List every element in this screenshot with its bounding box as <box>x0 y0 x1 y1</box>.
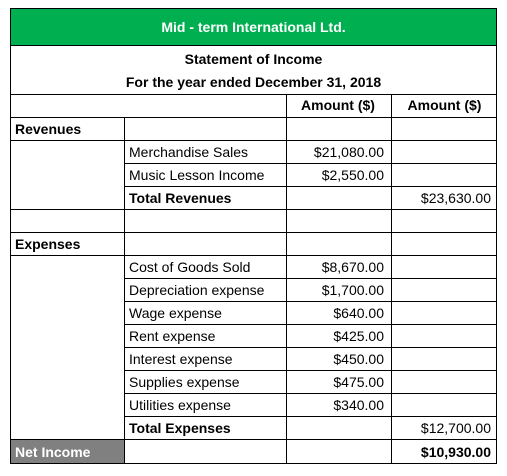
revenues-label: Revenues <box>15 121 82 137</box>
grid-line <box>10 209 497 210</box>
grid-line <box>10 117 497 118</box>
expense-item-amount: $450.00 <box>333 351 384 367</box>
grid-line <box>10 439 497 440</box>
col-header-amount-1: Amount ($) <box>301 97 375 113</box>
expense-item-label: Interest expense <box>129 351 233 367</box>
revenue-item-label: Merchandise Sales <box>129 144 249 160</box>
expense-item-amount: $1,700.00 <box>321 282 384 298</box>
expense-item-label: Utilities expense <box>129 397 231 413</box>
grid-line <box>10 94 497 95</box>
grid-line <box>124 186 497 187</box>
grid-line <box>10 463 497 464</box>
expense-item-label: Rent expense <box>129 328 216 344</box>
grid-line <box>124 301 497 302</box>
grid-line <box>124 324 497 325</box>
expense-item-amount: $475.00 <box>333 374 384 390</box>
total-revenues-amount: $23,630.00 <box>420 190 491 206</box>
expense-item-label: Cost of Goods Sold <box>129 259 251 275</box>
period-label: For the year ended December 31, 2018 <box>125 74 382 90</box>
revenue-item-amount: $2,550.00 <box>321 167 384 183</box>
revenue-item-label: Music Lesson Income <box>129 167 265 183</box>
expense-item-amount: $8,670.00 <box>321 259 384 275</box>
expense-item-amount: $640.00 <box>333 305 384 321</box>
grid-line <box>10 232 497 233</box>
grid-line <box>391 94 392 464</box>
expense-item-label: Wage expense <box>129 305 222 321</box>
company-title: Mid - term International Ltd. <box>10 8 497 46</box>
total-expenses-amount: $12,700.00 <box>420 420 491 436</box>
grid-line <box>124 117 125 464</box>
col-header-amount-2: Amount ($) <box>407 97 482 113</box>
net-income-amount: $10,930.00 <box>420 443 491 460</box>
grid-line <box>286 94 287 464</box>
expenses-label: Expenses <box>15 236 81 252</box>
grid-line <box>124 370 497 371</box>
grid-line <box>124 163 497 164</box>
grid-line <box>124 393 497 394</box>
expense-item-label: Supplies expense <box>129 374 240 390</box>
net-income-label: Net Income <box>11 440 124 463</box>
expense-item-label: Depreciation expense <box>129 282 265 298</box>
total-expenses-label: Total Expenses <box>129 420 231 436</box>
revenue-item-amount: $21,080.00 <box>313 144 384 160</box>
expense-item-amount: $425.00 <box>333 328 384 344</box>
grid-line <box>124 347 497 348</box>
total-revenues-label: Total Revenues <box>129 190 232 206</box>
expense-item-amount: $340.00 <box>333 397 384 413</box>
grid-line <box>10 255 497 256</box>
statement-title: Statement of Income <box>184 51 323 67</box>
grid-line <box>124 416 497 417</box>
grid-line <box>10 140 497 141</box>
grid-line <box>124 278 497 279</box>
